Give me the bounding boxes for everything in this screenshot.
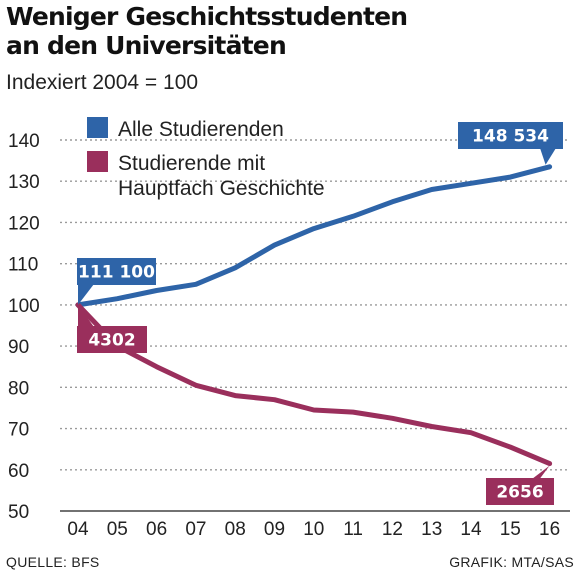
source-note: QUELLE: BFS (6, 554, 100, 570)
blue-start-label: 111 100 (78, 263, 155, 283)
chart-title: Weniger Geschichtsstudenten an den Unive… (6, 2, 408, 60)
y-tick-label-110: 110 (8, 255, 38, 276)
title-line-1: Weniger Geschichtsstudenten (6, 2, 408, 31)
y-tick-label-70: 70 (8, 420, 29, 441)
y-tick-label-120: 120 (8, 213, 40, 234)
purple-start-label: 4302 (88, 331, 135, 351)
legend-swatch-2 (87, 151, 108, 172)
blue-start-label-pointer (78, 284, 94, 305)
x-tick-label-09: 09 (264, 519, 285, 540)
y-tick-label-130: 130 (8, 172, 40, 193)
x-tick-label-08: 08 (225, 519, 246, 540)
purple-end-label: 2656 (496, 483, 543, 503)
x-tick-label-14: 14 (460, 519, 482, 540)
purple-start-label-pointer (78, 304, 94, 327)
x-tick-label-04: 04 (67, 519, 89, 540)
chart-subtitle: Indexiert 2004 = 100 (6, 71, 199, 94)
blue-end-label: 148 534 (472, 127, 549, 147)
x-tick-label-06: 06 (146, 519, 167, 540)
y-tick-label-90: 90 (8, 337, 29, 358)
series-line-2 (75, 302, 553, 467)
blue-end-label-box (458, 122, 563, 149)
blue-start-label-box (77, 258, 156, 285)
legend-label-2: Studierende mit Hauptfach Geschichte (118, 152, 325, 200)
y-tick-label-80: 80 (8, 378, 29, 399)
y-tick-label-60: 60 (8, 461, 29, 482)
x-tick-label-10: 10 (303, 519, 324, 540)
legend-label-1: Alle Studierenden (118, 118, 284, 141)
x-tick-label-05: 05 (107, 519, 128, 540)
series-line-1 (75, 164, 553, 308)
y-tick-label-50: 50 (8, 502, 29, 523)
purple-end-label-pointer (532, 465, 550, 479)
graphic-credit: GRAFIK: MTA/SAS (449, 554, 574, 570)
y-tick-label-140: 140 (8, 131, 40, 152)
purple-start-label-box (77, 326, 147, 353)
x-tick-label-13: 13 (421, 519, 442, 540)
x-tick-label-12: 12 (382, 519, 403, 540)
legend-swatch-1 (87, 117, 108, 138)
y-tick-label-100: 100 (8, 296, 40, 317)
title-line-2: an den Universitäten (6, 31, 287, 60)
x-tick-label-16: 16 (539, 519, 560, 540)
x-tick-label-11: 11 (343, 519, 363, 540)
x-tick-label-07: 07 (185, 519, 206, 540)
x-tick-label-15: 15 (500, 519, 521, 540)
purple-end-label-box (486, 478, 554, 505)
blue-end-label-pointer (540, 148, 556, 165)
